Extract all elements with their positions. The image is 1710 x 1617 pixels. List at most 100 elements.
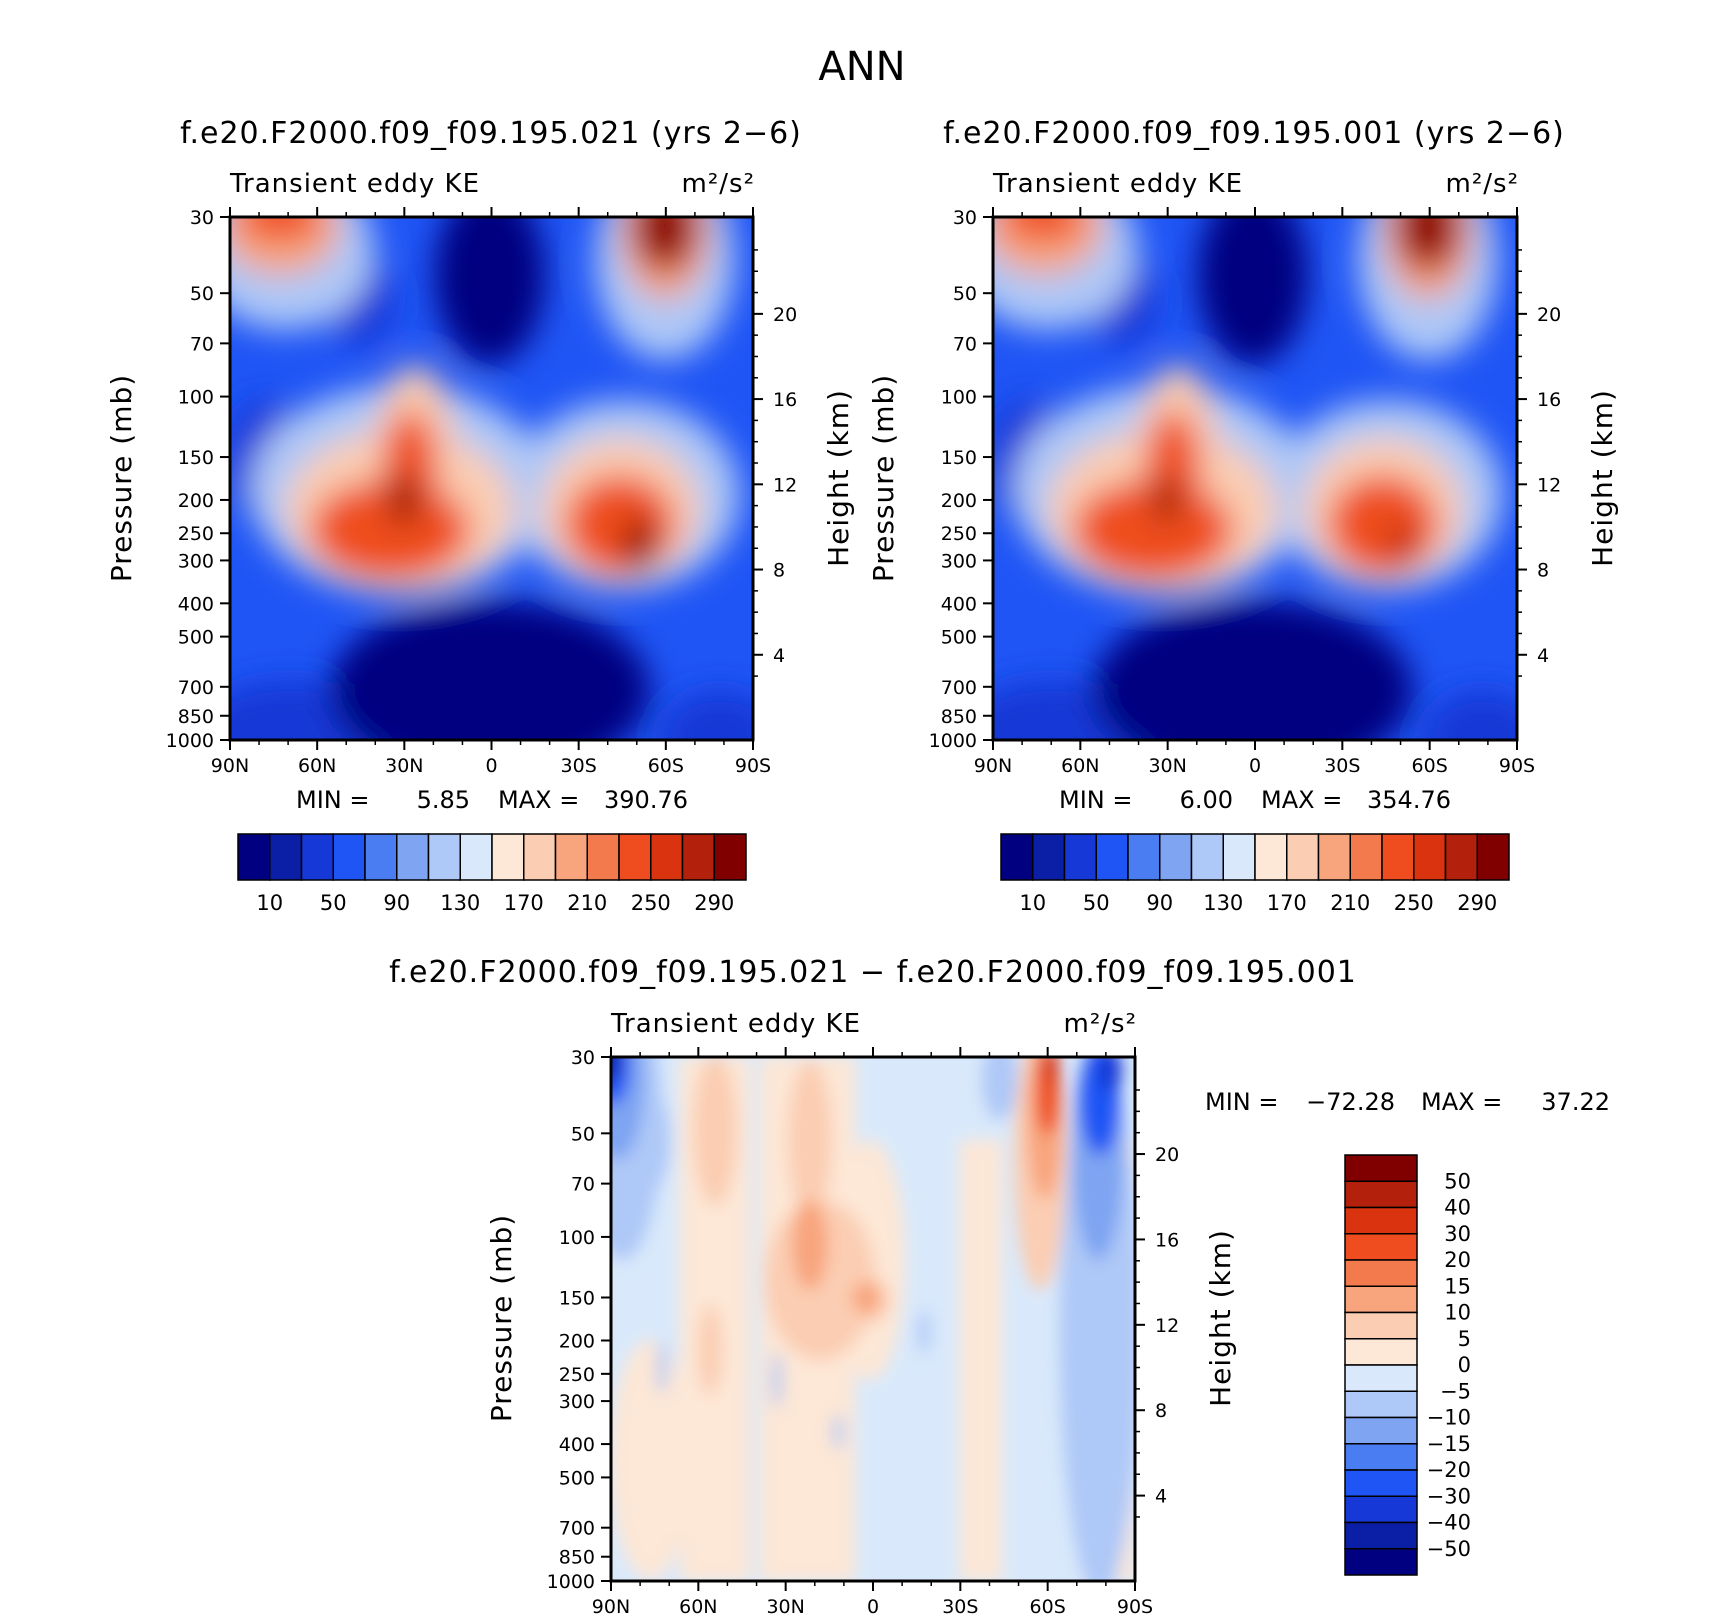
pressure-tick-label: 100	[941, 387, 977, 409]
colorbar-label: 15	[1444, 1274, 1471, 1298]
height-tick-label: 4	[773, 645, 785, 667]
colorbar-label: 130	[440, 891, 480, 915]
pressure-tick-label: 1000	[166, 730, 214, 752]
pressure-tick-label: 50	[953, 283, 977, 305]
lat-tick-label: 90S	[1499, 755, 1535, 777]
colorbar-box	[713, 833, 747, 881]
colorbar-box	[1476, 833, 1510, 881]
panel-2-units: m²/s²	[1446, 169, 1519, 199]
panel-2-colorbar: 10 50 90 130 170 210 250 290	[1000, 833, 1510, 915]
colorbar-label: 210	[567, 891, 607, 915]
panel-3-title: f.e20.F2000.f09_f09.195.021 − f.e20.F200…	[389, 955, 1357, 990]
pressure-tick-label: 30	[571, 1047, 595, 1069]
pressure-tick-label: 400	[941, 593, 977, 615]
pressure-tick-label: 850	[941, 706, 977, 728]
pressure-tick-label: 200	[941, 490, 977, 512]
colorbar-box	[1127, 833, 1161, 881]
panel-1-max-value: 390.76	[604, 786, 688, 814]
colorbar-box	[1344, 1443, 1418, 1471]
colorbar-label: 30	[1444, 1222, 1471, 1246]
colorbar-box	[459, 833, 493, 881]
colorbar-label: 290	[694, 891, 734, 915]
colorbar-box	[1444, 833, 1478, 881]
lat-tick-label: 60S	[648, 755, 684, 777]
panel-3-max-value: 37.22	[1541, 1088, 1610, 1116]
colorbar-box	[1000, 833, 1034, 881]
colorbar-box	[1159, 833, 1193, 881]
panel-1-contour-field	[230, 217, 753, 740]
panel-1-min-value: 5.85	[417, 786, 470, 814]
colorbar-box	[1317, 833, 1351, 881]
colorbar-box	[1254, 833, 1288, 881]
colorbar-box	[1222, 833, 1256, 881]
colorbar-box	[332, 833, 366, 881]
colorbar-box	[586, 833, 620, 881]
pressure-tick-label: 400	[559, 1434, 595, 1456]
colorbar-box	[1344, 1180, 1418, 1209]
height-tick-label: 20	[773, 304, 797, 326]
lat-tick-label: 90S	[735, 755, 771, 777]
panel-3: f.e20.F2000.f09_f09.195.021 − f.e20.F200…	[389, 955, 1610, 1617]
colorbar-box	[1063, 833, 1097, 881]
lat-tick-label: 0	[1249, 755, 1261, 777]
pressure-tick-label: 250	[559, 1364, 595, 1386]
colorbar-box	[1344, 1495, 1418, 1524]
height-tick-label: 16	[1537, 389, 1561, 411]
lat-tick-label: 90S	[1117, 1596, 1153, 1617]
colorbar-box	[1344, 1469, 1418, 1497]
colorbar-box	[427, 833, 461, 881]
colorbar-box	[364, 833, 398, 881]
pressure-tick-label: 150	[941, 447, 977, 469]
lat-tick-label: 30N	[766, 1596, 804, 1617]
colorbar-box	[1381, 833, 1415, 881]
colorbar-box	[1344, 1338, 1418, 1366]
pressure-tick-label: 70	[953, 333, 977, 355]
panel-1: f.e20.F2000.f09_f09.195.021 (yrs 2−6) Tr…	[105, 116, 855, 915]
colorbar-box	[1095, 833, 1129, 881]
colorbar-label: 170	[504, 891, 544, 915]
colorbar-box	[1344, 1364, 1418, 1392]
colorbar-box	[1190, 833, 1224, 881]
colorbar-label: 50	[1083, 891, 1110, 915]
colorbar-box	[1286, 833, 1320, 881]
colorbar-box	[1344, 1233, 1418, 1261]
pressure-tick-label: 700	[941, 677, 977, 699]
pressure-tick-label: 850	[178, 706, 214, 728]
colorbar-label: 170	[1267, 891, 1307, 915]
pressure-tick-label: 700	[559, 1518, 595, 1540]
panel-3-units: m²/s²	[1064, 1009, 1137, 1039]
height-tick-label: 4	[1155, 1486, 1167, 1508]
panel-3-max-label: MAX =	[1421, 1088, 1502, 1116]
panel-2-contour-field	[993, 217, 1517, 740]
pressure-tick-label: 200	[178, 490, 214, 512]
height-tick-label: 12	[773, 474, 797, 496]
colorbar-label: −40	[1427, 1511, 1471, 1535]
lat-tick-label: 90N	[974, 755, 1012, 777]
pressure-tick-label: 1000	[929, 730, 977, 752]
colorbar-box	[269, 833, 303, 881]
panel-2-max-label: MAX =	[1261, 786, 1342, 814]
height-tick-label: 16	[773, 389, 797, 411]
pressure-tick-label: 850	[559, 1547, 595, 1569]
colorbar-box	[1344, 1154, 1418, 1182]
colorbar-label: 290	[1457, 891, 1497, 915]
panel-1-units: m²/s²	[682, 169, 755, 199]
panel-1-ylabel: Pressure (mb)	[105, 374, 138, 582]
colorbar-label: −5	[1440, 1379, 1471, 1403]
panel-2-variable: Transient eddy KE	[992, 169, 1243, 199]
height-tick-label: 8	[773, 560, 785, 582]
pressure-tick-label: 700	[178, 677, 214, 699]
pressure-tick-label: 300	[178, 550, 214, 572]
height-tick-label: 16	[1155, 1229, 1179, 1251]
lat-tick-label: 30N	[385, 755, 423, 777]
colorbar-box	[491, 833, 525, 881]
lat-tick-label: 30S	[942, 1596, 978, 1617]
colorbar-box	[1344, 1285, 1418, 1314]
colorbar-box	[300, 833, 334, 881]
colorbar-label: 250	[1394, 891, 1434, 915]
colorbar-box	[554, 833, 588, 881]
panel-3-variable: Transient eddy KE	[610, 1009, 861, 1039]
